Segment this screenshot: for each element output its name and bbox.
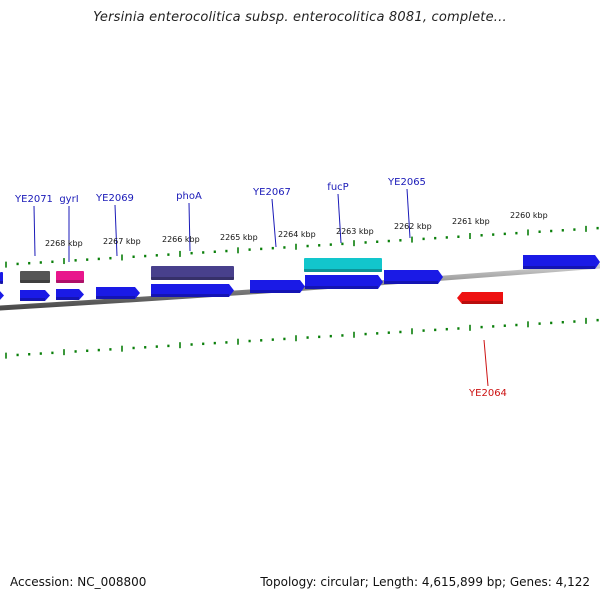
gene-arrow-right (523, 255, 600, 269)
gene-arrow-gyri-shade (56, 297, 79, 300)
label-pointer-line (483, 339, 489, 387)
gene-label[interactable]: YE2067 (252, 187, 291, 198)
gene-arrow-ye2064 (457, 292, 503, 304)
scale-label: 2268 kbp (45, 239, 83, 248)
feature-box-gyri (56, 271, 84, 283)
gene-label[interactable]: YE2065 (387, 177, 426, 188)
topology-text: Topology: circular; Length: 4,615,899 bp… (260, 575, 590, 589)
gene-arrow-ye2064-shade (462, 301, 503, 304)
scale-label: 2262 kbp (394, 222, 432, 231)
gene-arrow-gyri (56, 289, 84, 300)
gene-arrow-ye2069-shade (96, 296, 135, 299)
feature-box-phoa (151, 266, 234, 280)
feature-box-gray (20, 271, 50, 283)
gene-track (0, 255, 600, 304)
feature-box-gray-shade (20, 280, 50, 283)
gene-label[interactable]: YE2064 (468, 388, 507, 399)
feature-track (0, 258, 382, 284)
scale-label: 2267 kbp (103, 237, 141, 246)
gene-arrow-ye2065 (384, 270, 443, 284)
accession-text: Accession: NC_008800 (10, 575, 147, 589)
feature-box-gyri-shade (56, 280, 84, 283)
gene-arrow-ye2071 (20, 290, 50, 301)
gene-arrow-phoa (151, 284, 234, 297)
gene-label[interactable]: YE2069 (95, 193, 134, 204)
label-pointer-line (337, 193, 342, 244)
gene-arrow-ye2067-shade (250, 290, 300, 293)
scale-label: 2261 kbp (452, 217, 490, 226)
scale-label: 2266 kbp (162, 235, 200, 244)
feature-box-fucp-shade (304, 269, 382, 272)
gene-arrow-ye2071-shade (20, 298, 45, 301)
outer-scale-ticks (5, 225, 599, 268)
map-title: Yersinia enterocolitica subsp. enterocol… (93, 10, 507, 25)
gene-arrow-phoa-shade (151, 294, 229, 297)
gene-label[interactable]: fucP (327, 182, 348, 193)
gene-arrow-ye2065-shade (384, 281, 438, 284)
scale-labels: 2268 kbp 2267 kbp 2266 kbp 2265 kbp 2264 kbp… (45, 211, 548, 248)
gene-arrow-ye2067 (250, 280, 305, 293)
label-pointer-line (188, 202, 191, 252)
scale-label: 2265 kbp (220, 233, 258, 242)
feature-box-edge-shade (0, 281, 3, 284)
scale-label: 2264 kbp (278, 230, 316, 239)
label-pointers (33, 188, 489, 387)
gene-arrow-right-shade (523, 266, 595, 269)
label-pointer-line (33, 205, 36, 257)
inner-scale-ticks (5, 317, 599, 359)
gene-label[interactable]: phoA (176, 191, 202, 202)
gene-arrow-fucp (305, 275, 383, 289)
label-pointer-line (114, 204, 118, 257)
scale-label: 2263 kbp (336, 227, 374, 236)
label-pointer-line (271, 198, 277, 248)
gene-arrow-fucp-shade (305, 286, 378, 289)
scale-label: 2260 kbp (510, 211, 548, 220)
label-pointer-line (406, 188, 411, 239)
gene-labels: YE2071 gyrI YE2069 phoA YE2067 fucP YE2065 YE20… (14, 177, 507, 399)
feature-box-fucp (304, 258, 382, 272)
gene-label[interactable]: YE2071 (14, 194, 53, 205)
gene-arrow-ye2069 (96, 287, 140, 299)
feature-box-edge (0, 272, 3, 284)
feature-box-phoa-shade (151, 277, 234, 280)
gene-arrow-edge (0, 290, 4, 301)
gene-label[interactable]: gyrI (59, 194, 78, 205)
